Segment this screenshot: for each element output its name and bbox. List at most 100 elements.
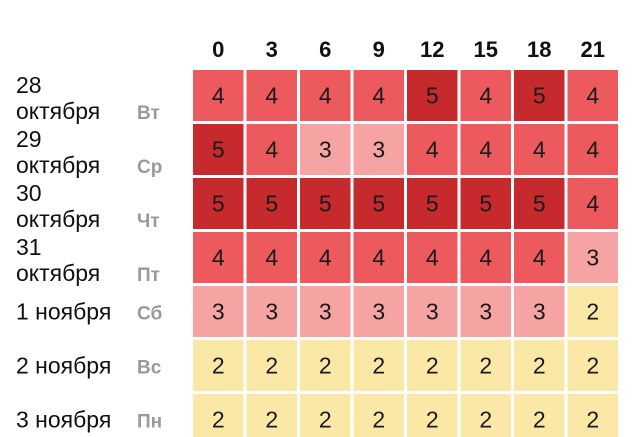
- heatmap-cell-value: 4: [372, 83, 385, 109]
- heatmap-cell: [460, 286, 511, 337]
- heatmap-cell-value: 5: [212, 137, 225, 163]
- heatmap-cell-value: 3: [372, 299, 385, 325]
- column-label-3: 3: [266, 37, 278, 62]
- heatmap-cell: [514, 232, 565, 283]
- heatmap-cell-value: 4: [479, 245, 492, 271]
- heatmap-cell: [353, 394, 404, 437]
- heatmap-cell-value: 5: [265, 191, 278, 217]
- heatmap-cell-value: 4: [533, 245, 546, 271]
- heatmap-cell-value: 2: [372, 407, 385, 433]
- heatmap-cell: [193, 394, 244, 437]
- heatmap-cell: [246, 232, 297, 283]
- heatmap-cell-value: 2: [319, 353, 332, 379]
- heatmap-cell: [407, 70, 458, 121]
- heatmap-cell-value: 3: [479, 299, 492, 325]
- heatmap-cell-value: 4: [265, 137, 278, 163]
- column-label-21: 21: [581, 37, 605, 62]
- heatmap-cell-value: 3: [319, 299, 332, 325]
- heatmap-cell-value: 2: [372, 353, 385, 379]
- row-weekday-label: Вс: [137, 358, 162, 379]
- column-labels: 0 3 6 9 12 15 18 21: [212, 37, 605, 62]
- heatmap-cell-value: 3: [586, 245, 599, 271]
- heatmap-cell-value: 2: [265, 353, 278, 379]
- heatmap-cell: [300, 232, 351, 283]
- heatmap-cell: [567, 178, 618, 229]
- heatmap-cell: [193, 286, 244, 337]
- heatmap-cell: [407, 340, 458, 391]
- heatmap-cell-value: 4: [319, 245, 332, 271]
- heatmap-cell: [567, 124, 618, 175]
- heatmap-cell: [246, 70, 297, 121]
- row-date-label: 2 ноября: [16, 353, 111, 379]
- row-date-label: 30: [16, 180, 42, 206]
- heatmap-cell: [353, 124, 404, 175]
- column-label-6: 6: [319, 37, 331, 62]
- heatmap-cell-value: 4: [479, 137, 492, 163]
- row-date-label: 29: [16, 126, 42, 152]
- heatmap-cell: [353, 232, 404, 283]
- heatmap-cell: [514, 70, 565, 121]
- heatmap-cell: [460, 178, 511, 229]
- column-label-9: 9: [373, 37, 385, 62]
- column-label-0: 0: [212, 37, 224, 62]
- column-label-15: 15: [474, 37, 498, 62]
- heatmap-cell: [353, 70, 404, 121]
- heatmap-cell: [514, 394, 565, 437]
- column-label-18: 18: [527, 37, 551, 62]
- heatmap-cell-value: 4: [479, 83, 492, 109]
- heatmap-cell-value: 5: [372, 191, 385, 217]
- heatmap-cell: [353, 286, 404, 337]
- heatmap-cell: [460, 70, 511, 121]
- heatmap-cell-value: 5: [319, 191, 332, 217]
- heatmap-cell: [353, 340, 404, 391]
- heatmap-cell: [514, 286, 565, 337]
- heatmap-cell: [407, 178, 458, 229]
- heatmap-cell: [567, 70, 618, 121]
- heatmap-cell-value: 3: [265, 299, 278, 325]
- heatmap-cell-value: 4: [212, 83, 225, 109]
- heatmap-cell-value: 4: [426, 137, 439, 163]
- heatmap-cell-value: 4: [586, 137, 599, 163]
- row-weekday-label: Пн: [137, 412, 162, 433]
- heatmap-cell: [567, 286, 618, 337]
- row-date-label: октября: [16, 206, 100, 232]
- heatmap-cell-value: 2: [479, 407, 492, 433]
- row-weekday-label: Пт: [137, 265, 160, 286]
- heatmap-cell-value: 2: [265, 407, 278, 433]
- heatmap-cell-value: 2: [586, 299, 599, 325]
- row-weekday-label: Ср: [137, 157, 162, 178]
- heatmap-cell-value: 2: [426, 353, 439, 379]
- heatmap-cell-value: 2: [533, 353, 546, 379]
- heatmap-cell: [407, 394, 458, 437]
- heatmap-cell-value: 4: [265, 245, 278, 271]
- heatmap-cell-value: 2: [212, 353, 225, 379]
- heatmap-cell: [514, 340, 565, 391]
- row-date-label: 3 ноября: [16, 407, 111, 433]
- heatmap-cell-value: 3: [533, 299, 546, 325]
- row-weekday-label: Вт: [137, 103, 160, 124]
- row-weekday-label: Чт: [137, 211, 160, 232]
- heatmap-cell-value: 5: [426, 83, 439, 109]
- heatmap-cell: [193, 70, 244, 121]
- heatmap-cell: [300, 340, 351, 391]
- heatmap-cell: [300, 70, 351, 121]
- heatmap-cell: [300, 394, 351, 437]
- heatmap-cell: [246, 124, 297, 175]
- heatmap-cell: [193, 124, 244, 175]
- heatmap-cell-value: 5: [479, 191, 492, 217]
- row-date-label: 31: [16, 234, 42, 260]
- heatmap-cell-value: 2: [212, 407, 225, 433]
- heatmap-cell: [246, 286, 297, 337]
- heatmap-cell-value: 5: [426, 191, 439, 217]
- heatmap-cell: [246, 394, 297, 437]
- row-date-label: октября: [16, 260, 100, 286]
- heatmap-cell-value: 4: [586, 83, 599, 109]
- heatmap-cell: [514, 178, 565, 229]
- heatmap-cell: [407, 232, 458, 283]
- heatmap-cell: [567, 232, 618, 283]
- row-date-label: октября: [16, 152, 100, 178]
- heatmap-cell-value: 3: [372, 137, 385, 163]
- heatmap-cell: [193, 178, 244, 229]
